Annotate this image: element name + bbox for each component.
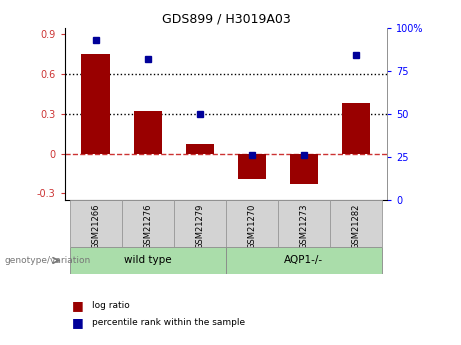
Text: genotype/variation: genotype/variation bbox=[5, 256, 91, 265]
Text: GSM21282: GSM21282 bbox=[351, 203, 361, 249]
Text: GSM21273: GSM21273 bbox=[300, 203, 308, 249]
Bar bbox=[185, 144, 214, 154]
Bar bbox=[134, 111, 162, 154]
Bar bbox=[278, 200, 330, 247]
Text: log ratio: log ratio bbox=[92, 301, 130, 310]
Bar bbox=[82, 54, 110, 154]
Bar bbox=[290, 154, 318, 184]
Text: GSM21279: GSM21279 bbox=[195, 203, 204, 249]
Text: GSM21270: GSM21270 bbox=[248, 203, 256, 249]
Bar bbox=[70, 247, 226, 274]
Bar bbox=[226, 200, 278, 247]
Bar bbox=[122, 200, 174, 247]
Text: ■: ■ bbox=[71, 316, 83, 329]
Bar bbox=[342, 103, 370, 154]
Bar bbox=[70, 200, 122, 247]
Bar bbox=[226, 247, 382, 274]
Text: GSM21276: GSM21276 bbox=[143, 203, 152, 249]
Bar bbox=[330, 200, 382, 247]
Text: wild type: wild type bbox=[124, 256, 171, 265]
Bar bbox=[237, 154, 266, 179]
Title: GDS899 / H3019A03: GDS899 / H3019A03 bbox=[161, 12, 290, 25]
Text: percentile rank within the sample: percentile rank within the sample bbox=[92, 318, 245, 327]
Text: AQP1-/-: AQP1-/- bbox=[284, 256, 324, 265]
Bar bbox=[174, 200, 226, 247]
Text: GSM21266: GSM21266 bbox=[91, 203, 100, 249]
Text: ■: ■ bbox=[71, 299, 83, 312]
